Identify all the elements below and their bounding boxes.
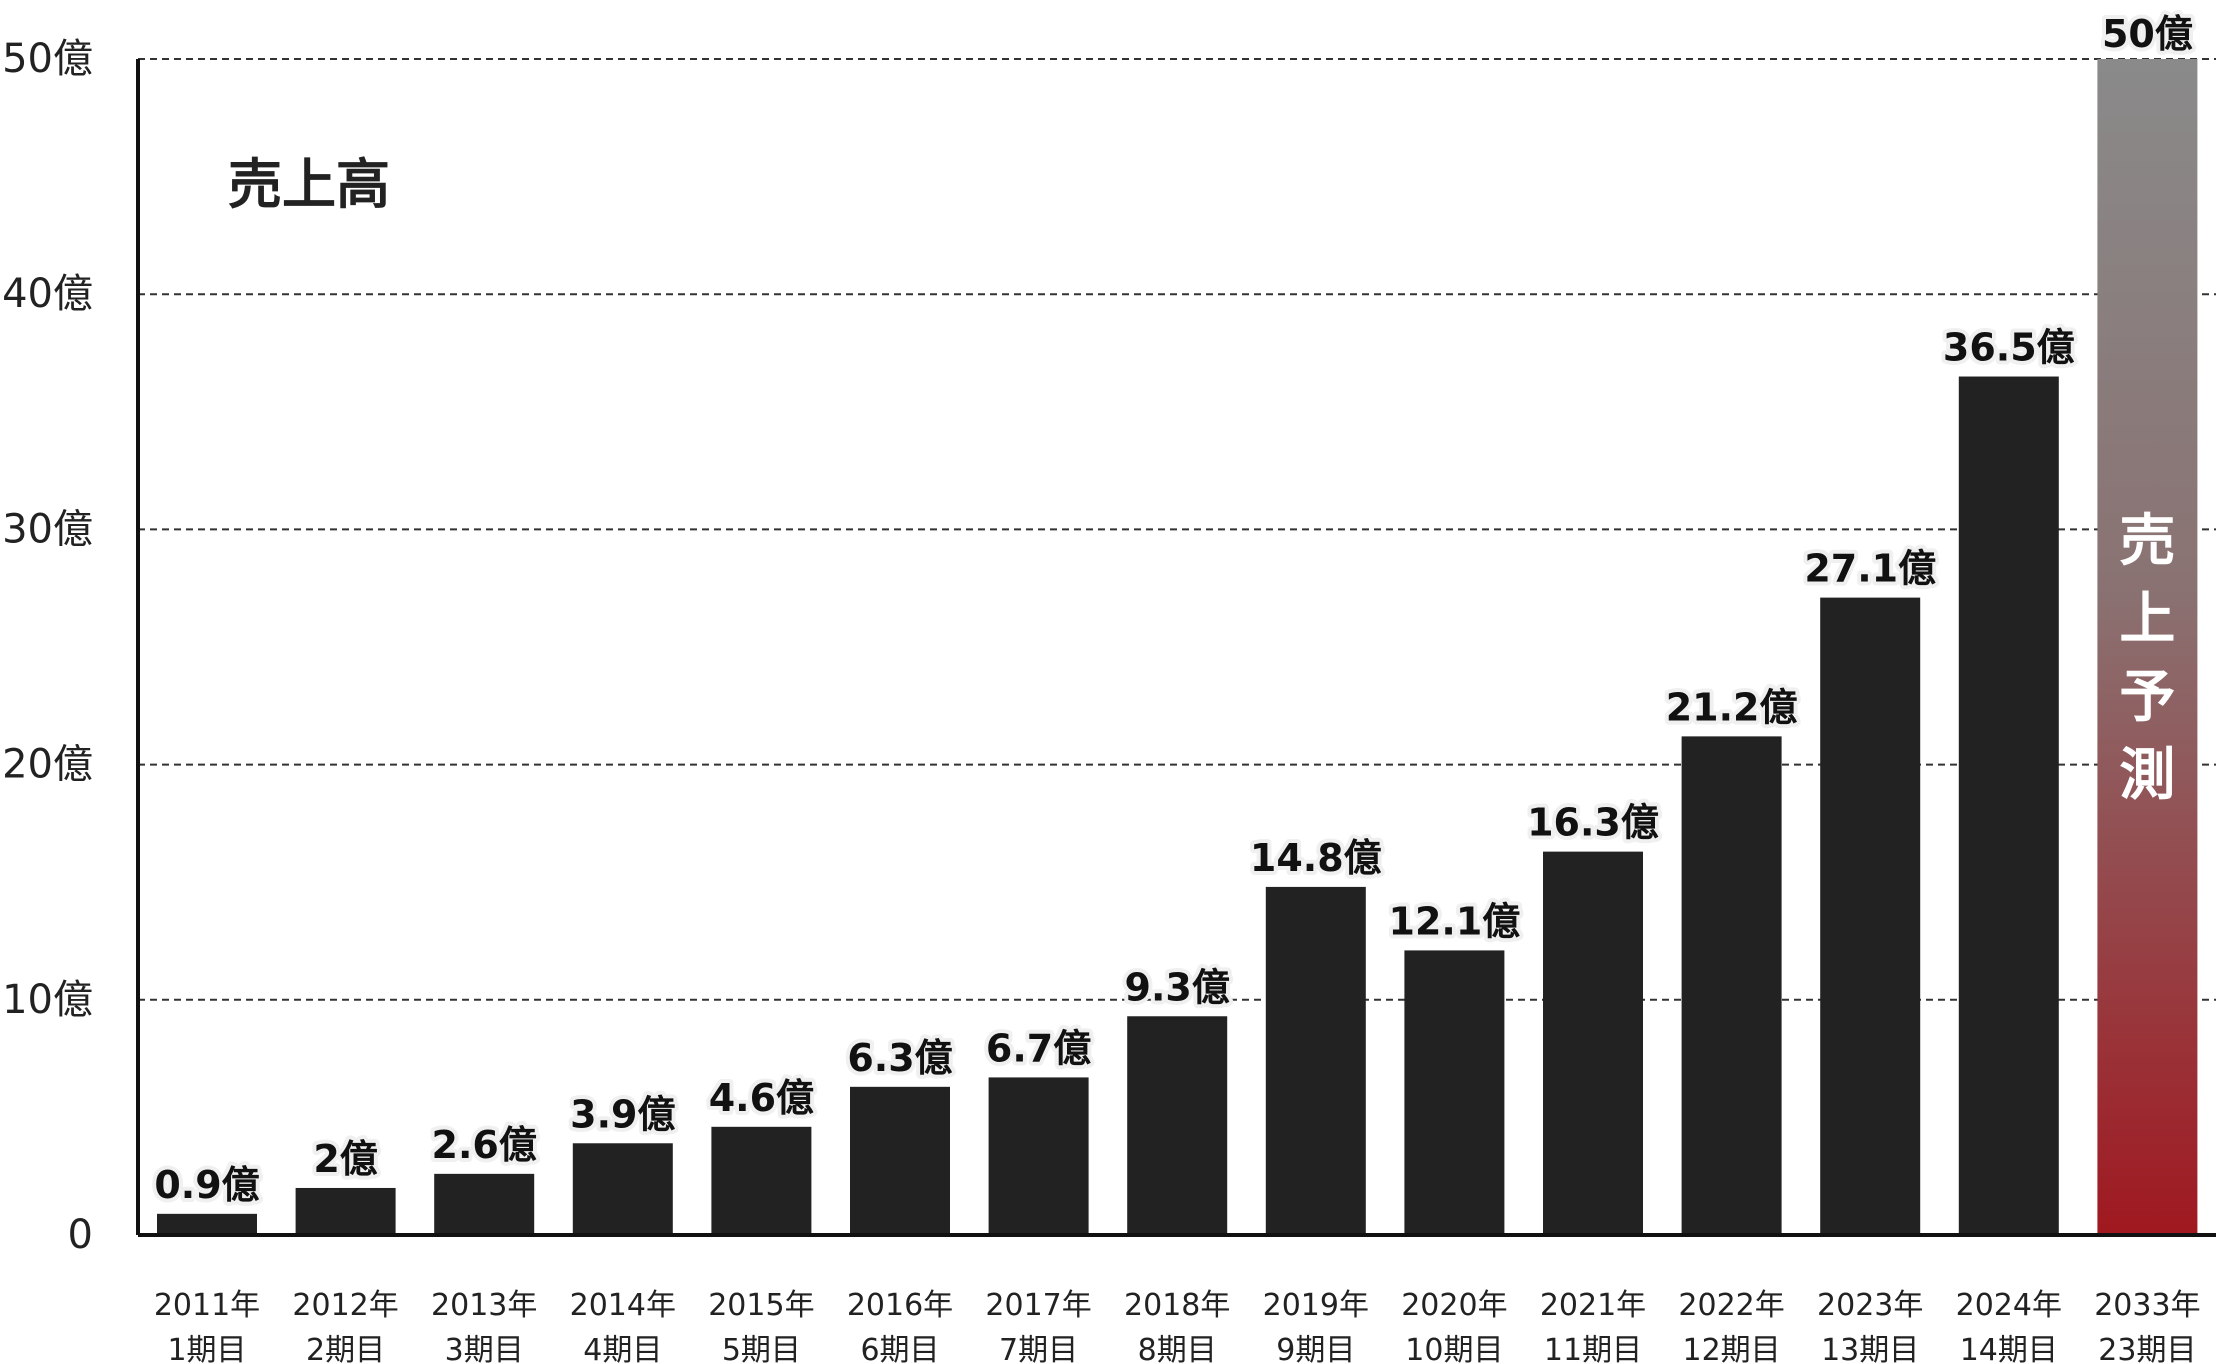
forecast-bar (2097, 59, 2198, 1235)
value-label: 9.3億 (1125, 965, 1230, 1009)
value-label: 36.5億 (1943, 326, 2075, 370)
bar (1127, 1016, 1228, 1235)
value-label: 0.9億 (154, 1163, 259, 1207)
bar (1958, 376, 2059, 1235)
value-label: 2.6億 (432, 1123, 537, 1167)
x-tick-label-year: 2018年 (1124, 1288, 1230, 1323)
x-tick-label-year: 2016年 (847, 1288, 953, 1323)
value-label: 12.1億 (1389, 899, 1521, 943)
bar (157, 1213, 257, 1235)
value-label: 6.7億 (986, 1026, 1091, 1070)
x-tick-label-period: 23期目 (2098, 1333, 2196, 1364)
x-tick-label-year: 2015年 (708, 1288, 814, 1323)
bar (434, 1173, 535, 1235)
bar (295, 1187, 396, 1235)
value-label: 16.3億 (1527, 801, 1659, 845)
y-tick-label: 0 (68, 1212, 93, 1258)
x-tick-label-year: 2023年 (1817, 1288, 1923, 1323)
x-tick-label-period: 3期目 (445, 1333, 524, 1364)
value-label: 6.3億 (847, 1036, 952, 1080)
x-tick-label-period: 5期目 (722, 1333, 801, 1364)
x-tick-label-period: 11期目 (1544, 1333, 1642, 1364)
y-tick-label: 50億 (2, 36, 93, 82)
x-tick-label-year: 2019年 (1263, 1288, 1369, 1323)
bars (157, 59, 2198, 1235)
value-label: 27.1億 (1804, 547, 1936, 591)
bar (850, 1086, 950, 1235)
x-tick-label-year: 2011年 (154, 1288, 260, 1323)
value-label: 3.9億 (570, 1092, 675, 1136)
x-tick-label-year: 2017年 (985, 1288, 1091, 1323)
x-tick-label-year: 2033年 (2094, 1288, 2200, 1323)
x-tick-label-year: 2012年 (292, 1288, 398, 1323)
labels: 0 10億 20億 30億 40億 50億 0.9億 2011年 1期目 2億 2012年 2期目 2.… (2, 8, 2200, 1364)
bar (1820, 597, 1921, 1235)
forecast-label-char: 測 (2119, 743, 2175, 808)
x-tick-label-year: 2013年 (431, 1288, 537, 1323)
y-tick-label: 20億 (2, 742, 93, 788)
bar (1404, 950, 1505, 1235)
forecast-label-char: 上 (2119, 587, 2175, 652)
x-tick-label-period: 4期目 (583, 1333, 662, 1364)
x-tick-label-period: 8期目 (1138, 1333, 1217, 1364)
x-tick-label-year: 2021年 (1540, 1288, 1646, 1323)
bar (988, 1077, 1089, 1235)
x-tick-label-period: 7期目 (999, 1333, 1078, 1364)
bar (572, 1143, 673, 1235)
x-tick-label-year: 2022年 (1678, 1288, 1784, 1323)
value-label: 50億 (2102, 12, 2193, 56)
bar (711, 1126, 812, 1235)
value-label: 4.6億 (709, 1076, 814, 1120)
bar (1265, 886, 1366, 1235)
x-tick-label-period: 1期目 (167, 1333, 246, 1364)
bar (1543, 851, 1643, 1235)
x-tick-label-year: 2020年 (1401, 1288, 1507, 1323)
value-label: 2億 (313, 1137, 377, 1181)
forecast-label-char: 売 (2119, 509, 2175, 574)
y-tick-label: 10億 (2, 977, 93, 1023)
value-label: 14.8億 (1250, 836, 1382, 880)
x-tick-label-period: 14期目 (1960, 1333, 2058, 1364)
forecast-label-char: 予 (2119, 665, 2175, 730)
y-tick-label: 30億 (2, 506, 93, 552)
axes (136, 59, 2216, 1237)
y-tick-label: 40億 (2, 271, 93, 317)
chart-title: 売上高 (228, 153, 390, 216)
x-tick-label-period: 9期目 (1276, 1333, 1355, 1364)
x-tick-label-period: 6期目 (860, 1333, 939, 1364)
value-label: 21.2億 (1666, 685, 1798, 729)
bar (1681, 736, 1782, 1235)
x-tick-label-period: 2期目 (306, 1333, 385, 1364)
x-tick-label-period: 13期目 (1821, 1333, 1919, 1364)
x-tick-label-year: 2014年 (570, 1288, 676, 1323)
x-tick-label-period: 12期目 (1683, 1333, 1781, 1364)
x-tick-label-period: 10期目 (1405, 1333, 1503, 1364)
x-tick-label-year: 2024年 (1956, 1288, 2062, 1323)
